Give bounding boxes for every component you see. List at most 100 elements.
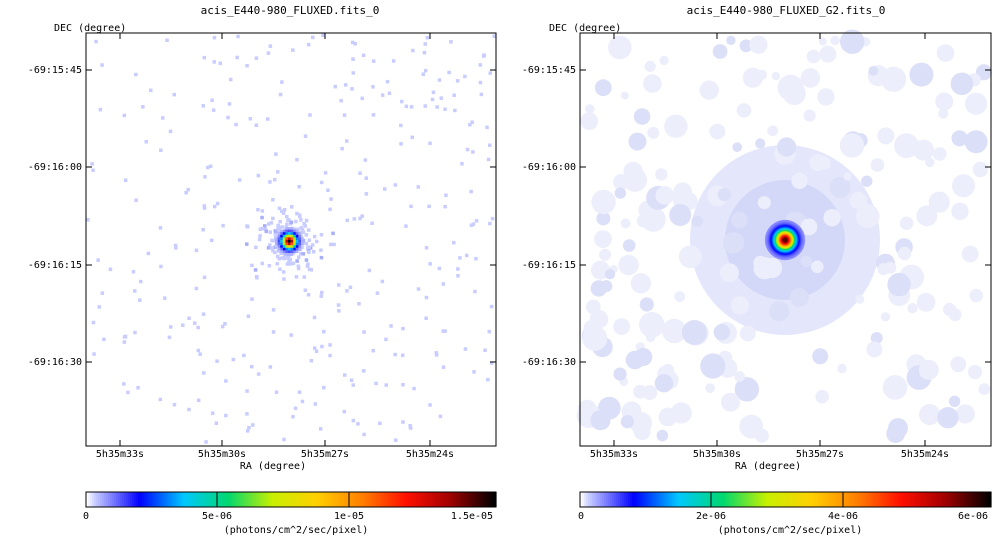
photon-pixel	[90, 162, 94, 166]
colorbar-segment	[250, 492, 253, 507]
colorbar-segment	[874, 492, 878, 507]
photon-pixel	[266, 117, 270, 121]
smoothed-blob	[634, 348, 653, 366]
smoothed-blob	[734, 371, 745, 382]
photon-pixel	[307, 238, 311, 242]
colorbar-segment	[158, 492, 161, 507]
photon-pixel	[206, 165, 210, 170]
colorbar-segment	[266, 492, 269, 507]
colorbar-segment	[928, 492, 932, 507]
source-pixel	[293, 237, 296, 241]
colorbar-segment	[736, 492, 739, 507]
y-tick-label: -69:16:30	[28, 357, 82, 368]
smoothed-blob	[633, 384, 647, 399]
photon-pixel	[427, 204, 431, 209]
photon-pixel	[221, 223, 225, 228]
photon-pixel	[296, 266, 301, 271]
colorbar-tick-label: 1e-05	[334, 511, 364, 522]
colorbar-segment	[196, 492, 199, 507]
photon-pixel	[97, 305, 101, 309]
colorbar-segment	[156, 492, 159, 507]
panel-title: acis_E440-980_FLUXED.fits_0	[201, 4, 380, 17]
colorbar-segment	[686, 492, 689, 507]
colorbar-segment	[664, 492, 667, 507]
smoothed-blob	[819, 45, 837, 63]
colorbar-segment	[632, 492, 635, 507]
colorbar-segment	[868, 492, 872, 507]
photon-pixel	[488, 143, 492, 147]
colorbar-segment	[420, 492, 423, 507]
colorbar-segment	[414, 492, 417, 507]
colorbar-segment	[144, 492, 147, 507]
photon-pixel	[306, 42, 311, 47]
photon-pixel	[328, 207, 332, 212]
photon-pixel	[367, 268, 372, 273]
colorbar-segment	[752, 492, 756, 507]
smoothed-blob	[916, 205, 938, 227]
photon-pixel	[158, 397, 163, 402]
smoothed-blob	[721, 392, 740, 412]
colorbar-segment	[126, 492, 129, 507]
colorbar-segment	[890, 492, 894, 507]
colorbar-segment	[298, 492, 301, 507]
colorbar-segment	[666, 492, 669, 507]
colorbar-segment	[746, 492, 749, 507]
colorbar-segment	[270, 492, 273, 507]
source-pixel	[275, 242, 278, 246]
source-pixel	[277, 237, 281, 241]
smoothed-blob	[955, 404, 975, 424]
photon-pixel	[492, 34, 496, 38]
colorbar-segment	[584, 492, 587, 507]
smoothed-blob	[951, 130, 968, 147]
colorbar-segment	[814, 492, 818, 507]
source-pixel	[288, 250, 291, 254]
photon-pixel	[318, 427, 323, 431]
colorbar-segment	[232, 492, 235, 507]
colorbar-segment	[484, 492, 487, 507]
photon-pixel	[139, 279, 143, 284]
photon-pixel	[312, 315, 317, 320]
photon-pixel	[487, 329, 491, 334]
colorbar-segment	[146, 492, 149, 507]
colorbar-segment	[944, 492, 948, 507]
photon-pixel	[123, 334, 128, 339]
colorbar-segment	[236, 492, 239, 507]
colorbar-segment	[794, 492, 798, 507]
colorbar-segment	[842, 492, 846, 507]
photon-pixel	[401, 326, 405, 331]
photon-pixel	[357, 302, 361, 306]
smoothed-blob	[732, 142, 742, 152]
colorbar-segment	[314, 492, 317, 507]
smoothed-blob	[771, 72, 781, 81]
colorbar-segment	[876, 492, 880, 507]
photon-pixel	[260, 261, 264, 266]
colorbar-tick-label: 2e-06	[696, 511, 726, 522]
colorbar-segment	[446, 492, 449, 507]
colorbar-segment	[258, 492, 261, 507]
photon-pixel	[342, 409, 347, 414]
photon-pixel	[283, 254, 287, 258]
colorbar-segment	[812, 492, 816, 507]
smoothed-blob	[591, 189, 616, 215]
colorbar-segment	[646, 492, 649, 507]
photon-pixel	[371, 85, 375, 89]
colorbar-segment	[850, 492, 854, 507]
photon-pixel	[310, 243, 315, 247]
source-pixel	[293, 245, 296, 248]
colorbar-segment	[482, 492, 485, 507]
photon-pixel	[345, 139, 349, 143]
source-pixel	[280, 242, 283, 246]
photon-pixel	[404, 104, 409, 109]
photon-pixel	[339, 99, 343, 103]
photon-pixel	[268, 243, 272, 247]
source-pixel	[277, 240, 281, 243]
panel-title: acis_E440-980_FLUXED_G2.fits_0	[687, 4, 886, 17]
colorbar-segment	[698, 492, 701, 507]
photon-pixel	[227, 102, 232, 106]
smoothed-blob	[855, 204, 880, 229]
colorbar-segment	[626, 492, 629, 507]
smoothed-blob	[880, 312, 891, 322]
smoothed-blob	[817, 156, 831, 170]
smoothed-blob	[849, 191, 868, 210]
colorbar-segment	[912, 492, 916, 507]
